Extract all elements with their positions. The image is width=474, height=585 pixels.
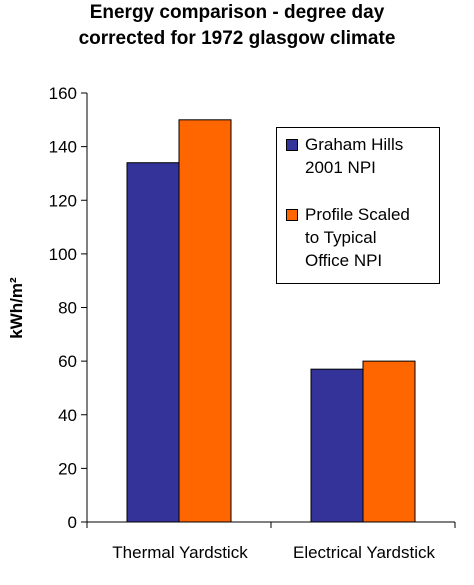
y-axis-ticks: 0 20 40 60 80 100 120 140 160 [49, 84, 87, 532]
y-tick-label: 140 [49, 138, 77, 157]
bar-graham-hills-0 [126, 162, 180, 523]
x-category-label: Thermal Yardstick [112, 543, 248, 562]
y-tick-label: 80 [58, 299, 77, 318]
y-axis-label: kWh/m² [7, 277, 26, 339]
legend-swatch-profile-scaled [286, 209, 298, 221]
y-tick-label: 100 [49, 245, 77, 264]
y-tick-label: 160 [49, 84, 77, 103]
chart-title: Energy comparison - degree day corrected… [0, 0, 474, 52]
bars [86, 119, 456, 528]
chart-title-line-2: corrected for 1972 glasgow climate [78, 28, 396, 49]
x-axis-categories: Thermal Yardstick Electrical Yardstick [112, 543, 435, 562]
y-tick-label: 20 [58, 459, 77, 478]
legend-label-profile-scaled: Profile Scaled to Typical Office NPI [305, 205, 410, 270]
bar-graham-hills-1 [310, 368, 364, 523]
bar-profile-scaled-0 [178, 119, 232, 523]
y-tick-label: 0 [68, 513, 77, 532]
y-tick-label: 120 [49, 191, 77, 210]
chart-title-line-1: Energy comparison - degree day [89, 2, 385, 23]
y-tick-label: 60 [58, 352, 77, 371]
legend-label-graham-hills: Graham Hills 2001 NPI [305, 135, 404, 177]
bar-profile-scaled-1 [362, 360, 416, 523]
legend: Graham Hills 2001 NPI Profile Scaled to … [276, 127, 440, 284]
x-category-label: Electrical Yardstick [293, 543, 436, 562]
y-tick-label: 40 [58, 406, 77, 425]
legend-swatch-graham-hills [286, 139, 298, 151]
